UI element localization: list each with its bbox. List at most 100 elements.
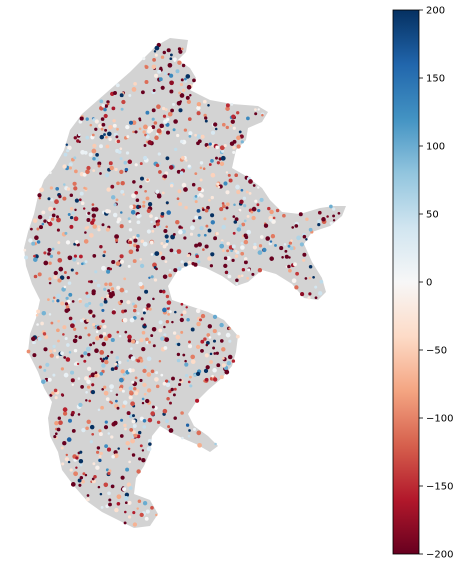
data-point xyxy=(221,150,224,153)
data-point xyxy=(68,419,72,423)
data-point xyxy=(229,178,233,182)
data-point xyxy=(232,146,235,149)
data-point xyxy=(89,153,93,157)
data-point xyxy=(77,262,80,265)
data-point xyxy=(169,310,172,313)
data-point xyxy=(105,356,108,359)
data-point xyxy=(241,140,244,143)
data-point xyxy=(147,447,152,452)
data-point xyxy=(97,446,100,449)
data-point xyxy=(228,355,233,360)
data-point xyxy=(80,319,83,322)
data-point xyxy=(32,341,35,344)
data-point xyxy=(125,468,129,472)
data-point xyxy=(144,290,148,294)
data-point xyxy=(144,190,147,193)
data-point xyxy=(136,341,139,344)
data-point xyxy=(80,463,83,466)
data-point xyxy=(87,212,90,215)
data-point xyxy=(145,80,149,84)
data-point xyxy=(174,148,177,151)
data-point xyxy=(38,272,42,276)
data-point xyxy=(257,108,259,110)
data-point xyxy=(136,245,140,249)
data-point xyxy=(290,239,293,242)
data-point xyxy=(293,262,297,266)
data-point xyxy=(24,256,28,260)
data-point xyxy=(92,157,96,161)
data-point xyxy=(66,343,70,347)
data-point xyxy=(103,288,106,291)
data-point xyxy=(113,124,117,128)
data-point xyxy=(231,120,235,124)
data-point xyxy=(128,94,131,97)
data-point xyxy=(114,508,118,512)
data-point xyxy=(200,179,203,182)
data-point xyxy=(267,207,270,210)
data-point xyxy=(230,124,233,127)
data-point xyxy=(50,186,53,189)
data-point xyxy=(197,234,200,237)
data-point xyxy=(90,425,95,430)
data-point xyxy=(64,271,67,274)
data-point xyxy=(238,209,241,212)
data-point xyxy=(34,275,38,279)
data-point xyxy=(241,242,244,245)
data-point xyxy=(197,242,202,247)
data-point xyxy=(88,280,90,282)
data-point xyxy=(279,246,283,250)
data-point xyxy=(132,87,137,92)
data-point xyxy=(54,389,58,393)
data-point xyxy=(70,194,74,198)
data-point xyxy=(80,192,84,196)
data-point xyxy=(226,249,229,252)
data-point xyxy=(184,263,188,267)
data-point xyxy=(127,335,132,340)
data-point xyxy=(116,261,121,266)
data-point xyxy=(240,252,244,256)
data-point xyxy=(123,424,126,427)
data-point xyxy=(54,421,58,425)
data-point xyxy=(170,109,174,113)
data-point xyxy=(243,204,246,207)
data-point xyxy=(222,363,226,367)
data-point xyxy=(100,303,104,307)
data-point xyxy=(158,152,161,155)
data-point xyxy=(238,275,241,278)
data-point xyxy=(116,181,120,185)
data-point xyxy=(65,457,69,461)
data-point xyxy=(187,254,190,257)
data-point xyxy=(54,271,58,275)
data-point xyxy=(184,128,187,131)
data-point xyxy=(75,466,77,468)
data-point xyxy=(139,258,142,261)
data-point xyxy=(70,323,75,328)
data-point xyxy=(133,387,136,390)
data-point xyxy=(314,286,317,289)
data-point xyxy=(299,212,303,216)
data-point xyxy=(33,255,36,258)
data-point xyxy=(70,207,74,211)
data-point xyxy=(125,290,128,293)
data-point xyxy=(165,419,169,423)
data-point xyxy=(120,419,123,422)
data-point xyxy=(78,377,81,380)
data-point xyxy=(148,307,151,310)
data-point xyxy=(151,253,154,256)
data-point xyxy=(54,199,59,204)
data-point xyxy=(99,350,104,355)
data-point xyxy=(203,337,206,340)
data-point xyxy=(58,195,61,198)
data-point xyxy=(167,305,170,308)
data-point xyxy=(186,96,190,100)
data-point xyxy=(97,228,100,231)
data-point xyxy=(177,343,180,346)
data-point xyxy=(244,240,248,244)
data-point xyxy=(282,214,286,218)
data-point xyxy=(120,157,123,160)
data-point xyxy=(39,225,43,229)
data-point xyxy=(169,402,172,405)
data-point xyxy=(115,400,118,403)
data-point xyxy=(194,172,197,175)
data-point xyxy=(131,210,136,215)
